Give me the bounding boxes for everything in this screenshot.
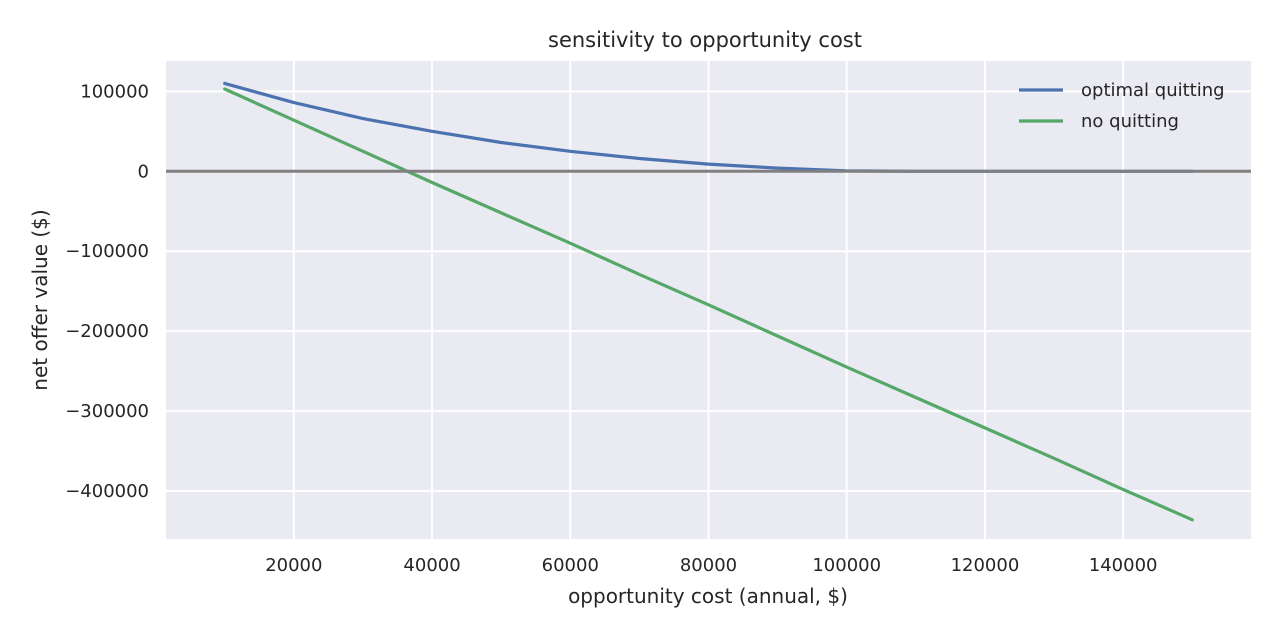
y-axis-label: net offer value ($) <box>28 209 52 390</box>
x-tick-labels: 20000 40000 60000 80000 100000 120000 140000 <box>265 555 1157 576</box>
chart-title: sensitivity to opportunity cost <box>548 28 862 52</box>
x-axis-label: opportunity cost (annual, $) <box>568 584 848 608</box>
legend-label: optimal quitting <box>1081 80 1225 101</box>
y-tick-label: 0 <box>138 161 149 182</box>
y-tick-label: −300000 <box>65 401 149 422</box>
x-tick-label: 40000 <box>403 555 460 576</box>
y-tick-labels: 100000 0 −100000 −200000 −300000 −400000 <box>65 81 149 502</box>
legend: optimal quitting no quitting <box>1019 80 1225 132</box>
x-tick-label: 100000 <box>812 555 881 576</box>
y-tick-label: −100000 <box>65 241 149 262</box>
y-tick-label: 100000 <box>80 81 149 102</box>
series-line-2 <box>223 87 1194 522</box>
x-tick-label: 20000 <box>265 555 322 576</box>
y-tick-label: −400000 <box>65 481 149 502</box>
x-tick-label: 140000 <box>1089 555 1158 576</box>
x-tick-label: 60000 <box>542 555 599 576</box>
legend-label: no quitting <box>1081 111 1179 132</box>
x-tick-label: 120000 <box>951 555 1020 576</box>
x-tick-label: 80000 <box>680 555 737 576</box>
y-tick-label: −200000 <box>65 321 149 342</box>
